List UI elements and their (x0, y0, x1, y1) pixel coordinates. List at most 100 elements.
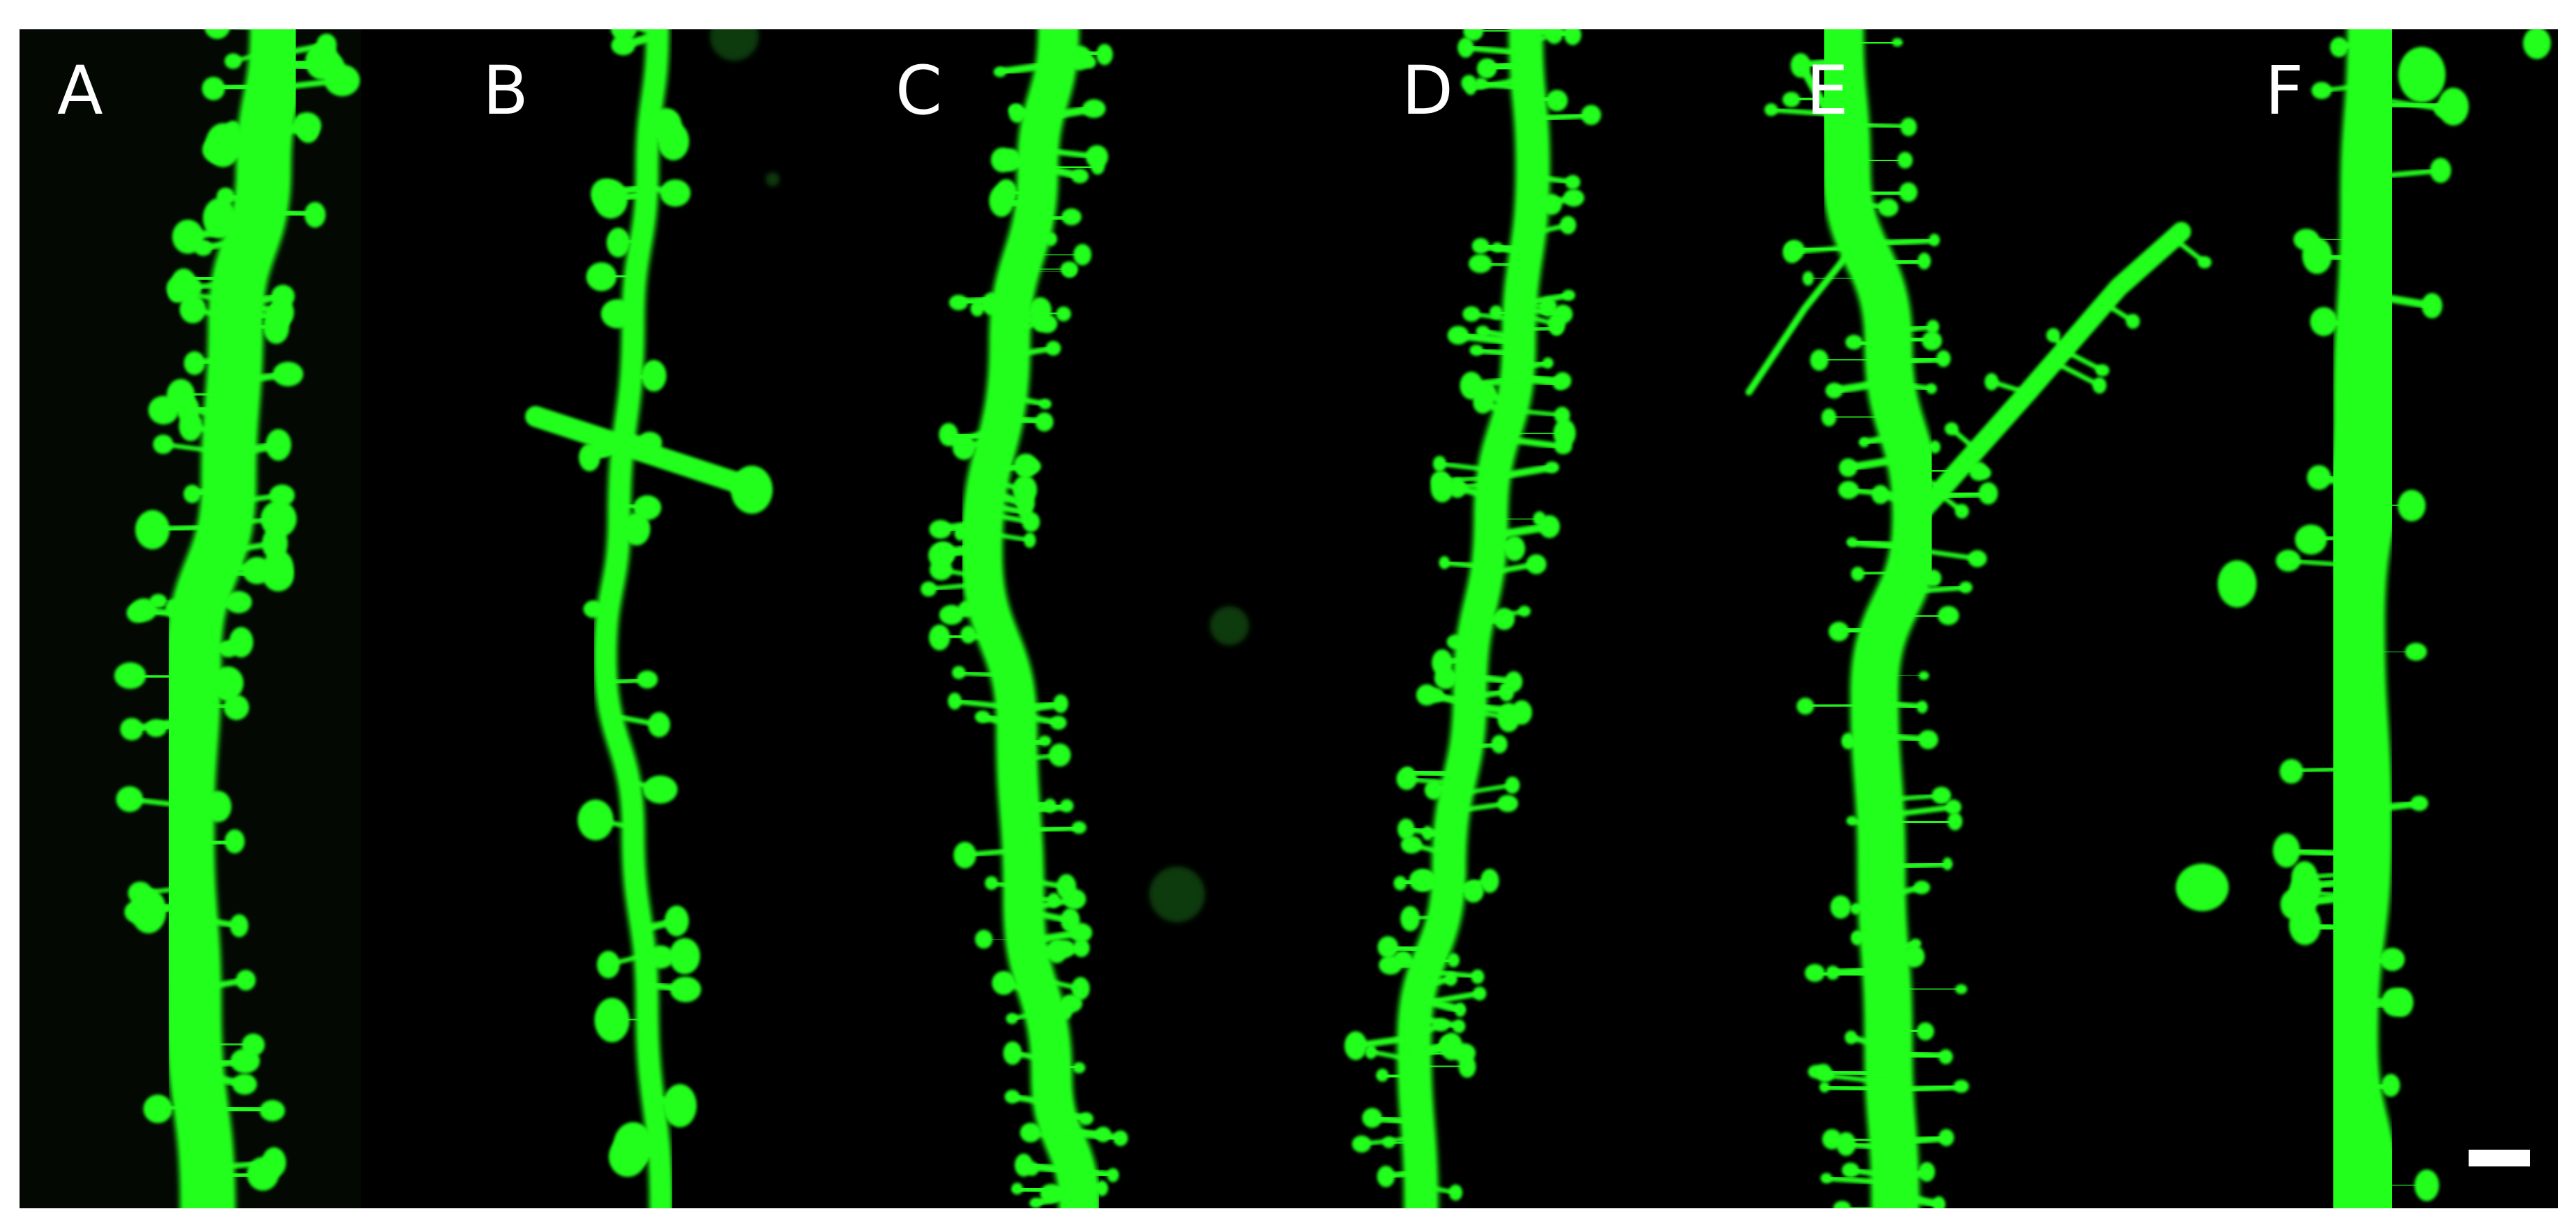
dendrite-d-spine-head (1397, 818, 1415, 840)
dendrite-a-spine-head (149, 594, 167, 608)
dendrite-e-spine-head (1932, 1196, 1946, 1208)
dendrite-b-spine-head (593, 179, 628, 219)
dendrite-e-spine-neck (1825, 1073, 1893, 1085)
dendrite-d-spine-neck (1476, 609, 1527, 623)
dendrite-a-spine-head (183, 351, 206, 375)
dendrite-f-spine-head (2404, 643, 2427, 661)
dendrite-e-spine-head (1841, 733, 1855, 750)
dendrite-c-spine-neck (996, 60, 1057, 76)
panel-label-b: B (483, 52, 529, 130)
dendrite-e-spine-head (1808, 1065, 1824, 1079)
dendrite-e-spine-head (1942, 857, 1953, 871)
isolated-puncta (2218, 560, 2257, 608)
dendrite-a-spine-head (225, 829, 245, 854)
dendrite-e-spine-neck (1824, 412, 1904, 422)
dendrite-e-spine-head (1953, 1079, 1969, 1093)
dendrite-d-spine-neck (1526, 112, 1595, 123)
dendrite-d-spine-head (1400, 836, 1423, 854)
dendrite-d-spine-head (1400, 906, 1420, 932)
dendrite-d-spine-head (1448, 1184, 1463, 1201)
dendrite-e-spine-head (1955, 984, 1967, 995)
dendrite-c-spine-neck (952, 698, 1016, 710)
dendrite-a-spine-head (265, 302, 290, 333)
dendrite-c-spine-neck (926, 581, 991, 592)
dendrite-e-spine-head (1932, 786, 1951, 804)
dendrite-c-spine-head (1024, 532, 1036, 548)
dendrite-e-spine-neck (1891, 1191, 1944, 1208)
dendrite-e-spine-head (1945, 799, 1962, 815)
dendrite-e-spine-neck (1884, 1049, 1950, 1061)
dendrite-e-spine-neck (1877, 804, 1957, 819)
dendrite-e-spine-neck (1887, 354, 1948, 366)
dendrite-c-spine-head (920, 581, 937, 597)
dendrite-e-branch-spine-head (2092, 377, 2107, 394)
dendrite-e-spine-head (1858, 437, 1870, 448)
dendrite-b-spine-head (608, 1136, 647, 1178)
dendrite-e-spine-head (1978, 482, 1999, 505)
dendrite-d-spine-head (1438, 1036, 1455, 1055)
dendrite-c-spine-head (1020, 1122, 1041, 1143)
dendrite-e-spine-neck (1861, 236, 1938, 248)
dendrite-e-spine-neck (1892, 381, 1934, 392)
dendrite-a-spine-head (218, 640, 238, 658)
dendrite-e-spine-head (1926, 320, 1939, 334)
dendrite-a-spine-head (265, 428, 291, 461)
dendrite-d-spine-head (1565, 174, 1581, 190)
dendrite-e-spine-head (1939, 1049, 1953, 1065)
dendrite-e-spine-neck (1824, 1175, 1897, 1186)
dendrite-d-spine-head (1554, 407, 1570, 424)
dendrite-a-spine-head (114, 662, 146, 689)
dendrite-f-spine-head (2330, 37, 2349, 58)
dendrite-d-spine-head (1563, 189, 1584, 207)
dendrite-f-spine-neck (2351, 799, 2423, 815)
dendrite-a-spine-head (218, 681, 237, 701)
dendrite-b-spine-head (669, 938, 700, 975)
dendrite-e-spine-neck (1821, 1083, 1894, 1093)
dendrite-c-spine-head (1014, 1153, 1033, 1177)
dendrite-d-spine-head (1562, 290, 1575, 301)
dendrite-c-spine-head (1004, 1090, 1020, 1104)
dendrite-c-spine-head (1011, 1182, 1024, 1195)
dendrite-e-branch-spine-head (1984, 373, 1999, 391)
dendrite-a-spine-head (241, 1033, 265, 1056)
dendrite-e-spine-head (1851, 566, 1865, 581)
dendrite-c-spine-neck (954, 294, 1022, 307)
dendrite-e-spine-head (1810, 349, 1829, 371)
dendrite-e-side-branch (1907, 222, 2191, 527)
dendrite-e-upper-branch (1801, 67, 1844, 138)
dendrite-d-spine-head (1464, 82, 1476, 96)
dendrite-b-spine-head (637, 670, 658, 689)
dendrite-e-spine-head (1846, 816, 1858, 826)
dendrite-c-spine-head (1073, 243, 1092, 266)
dendrite-a-spine-head (262, 1147, 287, 1178)
dendrite-d-spine-head (1559, 216, 1577, 234)
dendrite-c-spine-head (1082, 99, 1106, 119)
dendrite-d-spine-head (1458, 1056, 1476, 1079)
dendrite-e-spine-head (1899, 182, 1918, 202)
dendrite-c-spine-head (1048, 743, 1071, 767)
dendrite-e-spine-head (1796, 698, 1814, 715)
dendrite-e-branch-spine-head (1902, 464, 1916, 477)
dendrite-e-spine-neck (1882, 324, 1936, 334)
dendrite-a-spine-head (135, 510, 170, 550)
dendrite-d-spine-neck (1494, 463, 1556, 481)
dendrite-c-spine-head (995, 179, 1017, 205)
dendrite-d-spine-neck (1368, 1049, 1418, 1063)
dendrite-b-spine-head (633, 495, 662, 520)
dendrite-d-spine-head (1457, 37, 1474, 58)
dendrite-c-spine-head (948, 692, 962, 710)
dendrite-e-spine-neck (1865, 257, 1929, 268)
isolated-puncta (2523, 29, 2551, 59)
dendrite-c-spine-head (948, 294, 969, 310)
dendrite-f-spine-head (2381, 1074, 2400, 1097)
dendrite-e-spine-neck (1876, 792, 1944, 803)
dendrite-e-spine-head (1918, 671, 1930, 680)
dendrite-b-spine-head (641, 359, 667, 392)
dendrite-e-spine-head (1918, 730, 1939, 749)
dendrite-e-spine-head (1785, 239, 1805, 260)
dendrite-a-spine-head (128, 881, 153, 905)
dendrite-d-spine-head (1480, 869, 1499, 893)
dendrite-c-spine-head (1070, 168, 1089, 183)
dendrite-c-spine-head (1073, 1062, 1086, 1074)
dendrite-e-branch-spine-head (1977, 467, 1992, 479)
